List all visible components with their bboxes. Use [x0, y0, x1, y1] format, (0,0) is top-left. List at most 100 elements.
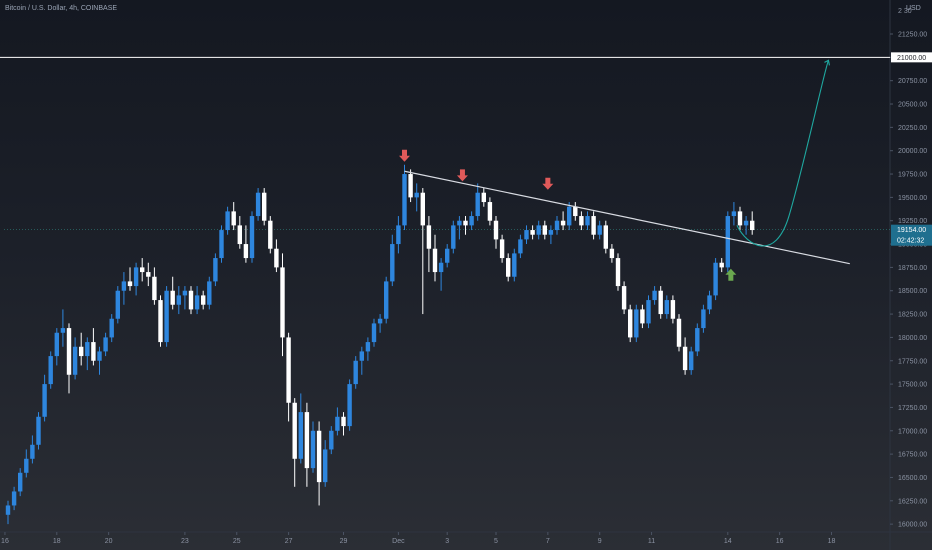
candle-body — [237, 225, 242, 245]
candle-body — [603, 225, 608, 249]
candle-body — [274, 248, 279, 268]
time-tick-label: 5 — [494, 538, 498, 545]
candle-body — [298, 412, 303, 459]
candle-body — [60, 328, 66, 333]
candle-body — [481, 192, 486, 203]
candle-body — [213, 258, 218, 282]
candle-body — [548, 230, 554, 235]
candle-body — [262, 192, 267, 221]
price-tick-label: 19500.00 — [898, 195, 927, 202]
candle-body — [414, 192, 419, 198]
candle-body — [280, 267, 285, 338]
candle-body — [676, 318, 682, 347]
candle-body — [79, 346, 84, 357]
candle-body — [133, 267, 139, 287]
projection-arrowhead — [824, 59, 830, 66]
candle-body — [335, 416, 340, 431]
symbol-title: Bitcoin / U.S. Dollar, 4h, COINBASE — [5, 5, 118, 12]
price-tick-label: 18750.00 — [898, 265, 927, 272]
candle-body — [609, 248, 615, 259]
time-tick-label: 3 — [445, 538, 449, 545]
candle-body — [396, 225, 401, 245]
candle-body — [329, 430, 334, 450]
candle-body — [432, 248, 438, 273]
arrow-down-marker — [399, 149, 410, 162]
price-tick-label: 17500.00 — [898, 382, 927, 389]
candle-body — [188, 290, 194, 310]
time-tick-label: 11 — [648, 538, 655, 545]
countdown-label: 02:42:32 — [897, 238, 924, 245]
candle-body — [48, 356, 53, 385]
price-tick-label: 20500.00 — [898, 102, 927, 109]
price-tick-label: 20750.00 — [898, 78, 927, 85]
candle-body — [91, 342, 96, 361]
price-tick-label: 18500.00 — [898, 288, 927, 295]
candle-body — [719, 262, 724, 268]
candle-body — [170, 290, 175, 305]
candle-body — [438, 262, 444, 273]
candle-body — [451, 225, 456, 249]
candle-body — [54, 332, 59, 357]
candle-body — [268, 220, 273, 249]
candle-body — [30, 444, 35, 459]
time-tick-label: 29 — [340, 538, 348, 545]
candle-body — [353, 360, 358, 385]
price-tick-label: 21250.00 — [898, 32, 927, 39]
candle-body — [36, 416, 41, 445]
price-tick-label: 19750.00 — [898, 172, 927, 179]
time-tick-label: 23 — [181, 538, 189, 545]
candle-body — [457, 220, 462, 226]
candle-body — [731, 211, 737, 217]
time-tick-label: Dec — [392, 538, 405, 545]
candle-body — [201, 295, 206, 305]
projection-curve — [736, 60, 829, 247]
candle-body — [493, 220, 499, 240]
price-tick-label: 17000.00 — [898, 428, 927, 435]
candle-body — [359, 351, 364, 361]
candle-body — [11, 491, 17, 506]
candle-body — [97, 351, 102, 361]
time-tick-label: 16 — [1, 538, 9, 545]
candle-body — [530, 230, 535, 235]
price-tick-label: 17750.00 — [898, 358, 927, 365]
candle-body — [750, 220, 755, 231]
candle-body — [24, 458, 29, 473]
candle-body — [695, 328, 700, 352]
time-tick-label: 14 — [724, 538, 732, 545]
candle-body — [390, 244, 395, 282]
candle-body — [225, 211, 230, 231]
candle-body — [554, 220, 560, 231]
price-tick-label: 16500.00 — [898, 475, 927, 482]
candle-body — [573, 206, 578, 217]
candle-body — [652, 290, 657, 301]
candle-body — [634, 309, 639, 338]
candle-body — [689, 351, 694, 371]
candle-body — [475, 192, 480, 217]
price-tick-label: 20000.00 — [898, 148, 927, 155]
candle-body — [713, 262, 718, 296]
candle-body — [292, 402, 297, 459]
candle-body — [628, 309, 633, 338]
candle-body — [231, 211, 236, 226]
candle-body — [109, 318, 114, 338]
candle-body — [304, 412, 310, 469]
candle-body — [737, 211, 743, 226]
last-price-tag — [891, 224, 932, 246]
candle-body — [615, 258, 621, 287]
descending-trendline — [404, 170, 850, 265]
price-tick-label: 16250.00 — [898, 498, 927, 505]
candle-body — [164, 290, 169, 343]
candle-body — [384, 281, 389, 319]
candle-body — [445, 248, 450, 263]
last-price-tag-label: 19154.00 — [897, 227, 926, 234]
candle-body — [670, 300, 676, 319]
candle-body — [408, 174, 413, 198]
candle-body — [152, 276, 157, 301]
candle-body — [567, 206, 572, 226]
candle-body — [518, 239, 523, 254]
time-tick-label: 20 — [105, 538, 113, 545]
candle-body — [725, 216, 730, 268]
candle-body — [585, 216, 590, 226]
